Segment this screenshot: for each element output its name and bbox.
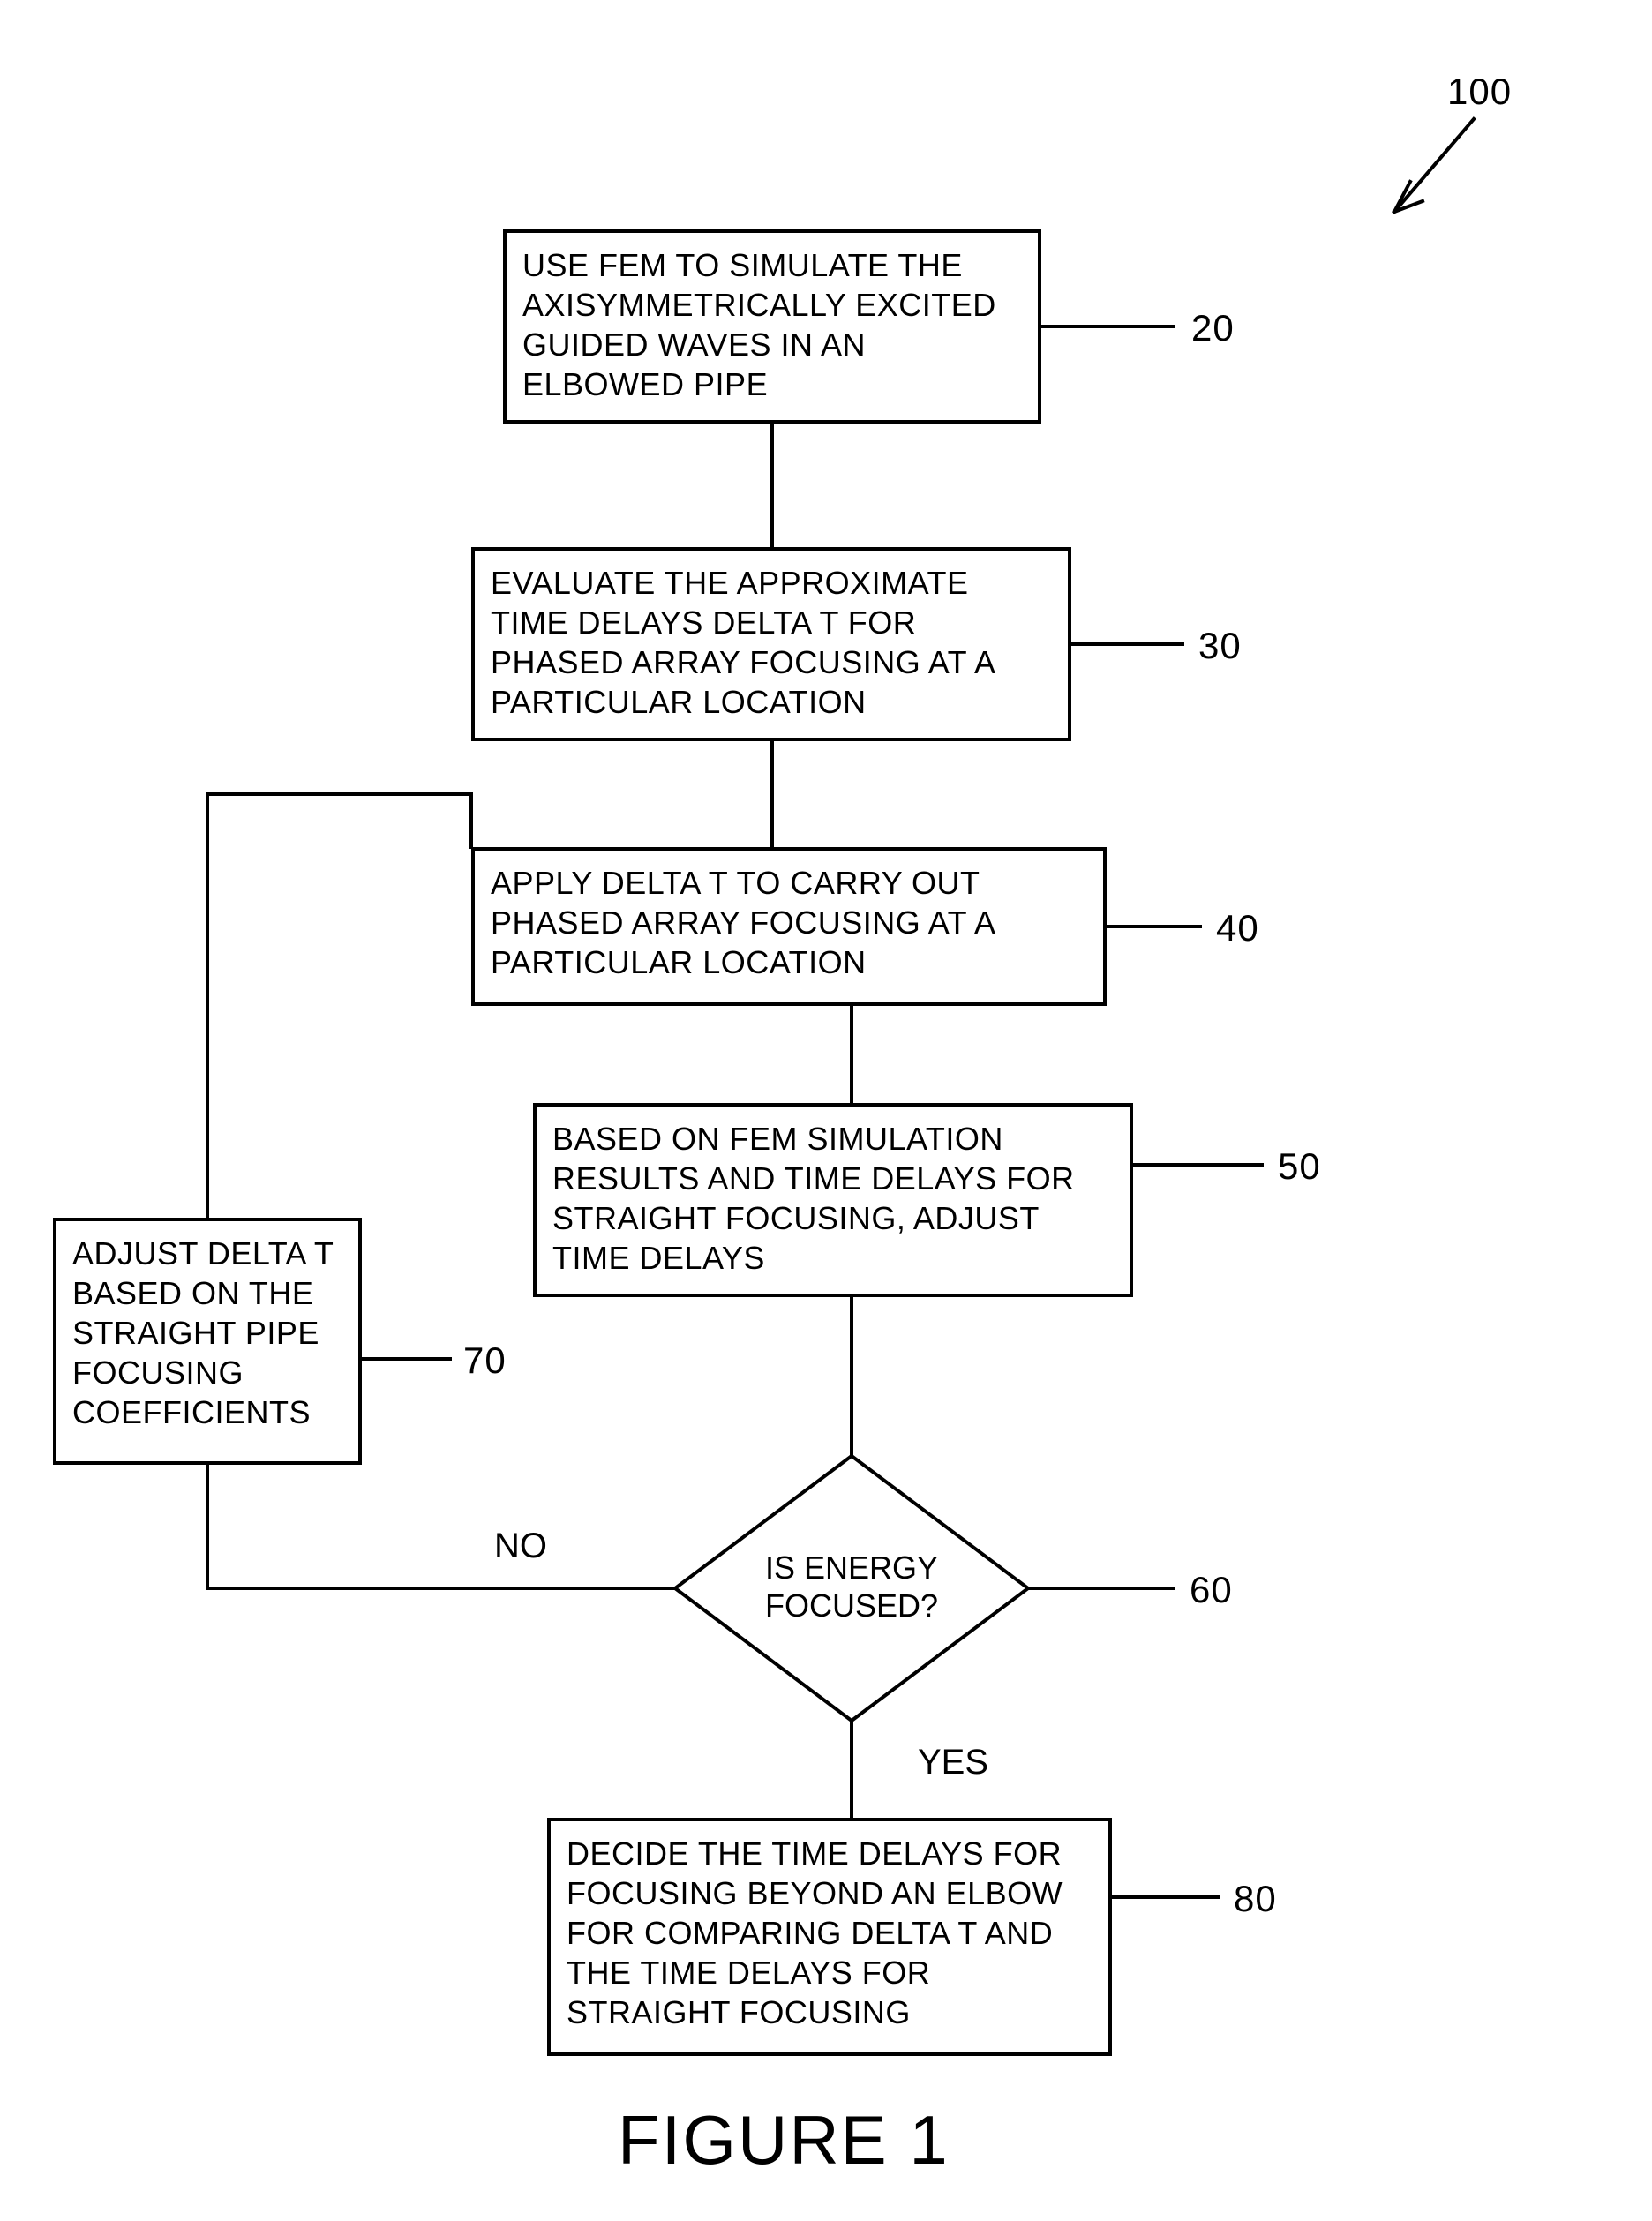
node-70: ADJUST DELTA T BASED ON THE STRAIGHT PIP… [53,1218,362,1465]
ref-100: 100 [1447,71,1512,113]
figure-caption: FIGURE 1 [618,2100,950,2180]
ref-20: 20 [1191,307,1235,349]
ref-30: 30 [1198,625,1242,667]
edge-label-no: NO [494,1527,547,1566]
edge-label-yes: YES [918,1743,988,1782]
node-70-text: ADJUST DELTA T BASED ON THE STRAIGHT PIP… [72,1234,342,1432]
ref-70: 70 [463,1339,507,1382]
ref-40: 40 [1216,907,1259,949]
node-30-text: EVALUATE THE APPROXIMATE TIME DELAYS DEL… [491,563,1052,722]
node-80-text: DECIDE THE TIME DELAYS FOR FOCUSING BEYO… [567,1834,1093,2032]
edge-60-70 [207,1465,675,1588]
ref-60: 60 [1190,1569,1233,1611]
node-20: USE FEM TO SIMULATE THE AXISYMMETRICALLY… [503,229,1041,424]
node-40-text: APPLY DELTA T TO CARRY OUT PHASED ARRAY … [491,863,1087,982]
arrow-100-head [1394,182,1423,212]
node-50-text: BASED ON FEM SIMULATION RESULTS AND TIME… [552,1119,1114,1278]
node-40: APPLY DELTA T TO CARRY OUT PHASED ARRAY … [471,847,1107,1006]
node-20-text: USE FEM TO SIMULATE THE AXISYMMETRICALLY… [522,245,1022,404]
arrow-100-line [1394,119,1474,212]
ref-80: 80 [1234,1878,1277,1920]
node-60-text: IS ENERGY FOCUSED? [763,1549,940,1624]
node-30: EVALUATE THE APPROXIMATE TIME DELAYS DEL… [471,547,1071,741]
ref-50: 50 [1278,1145,1321,1188]
edge-70-40 [207,794,471,1218]
node-50: BASED ON FEM SIMULATION RESULTS AND TIME… [533,1103,1133,1297]
node-80: DECIDE THE TIME DELAYS FOR FOCUSING BEYO… [547,1818,1112,2056]
